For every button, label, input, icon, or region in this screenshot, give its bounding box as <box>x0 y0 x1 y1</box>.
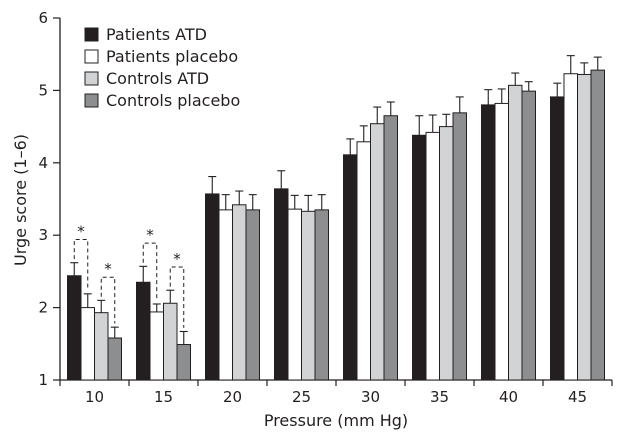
error-bars <box>70 55 602 345</box>
bar-patients-placebo-35 <box>425 131 440 381</box>
significance-asterisk: * <box>173 250 181 268</box>
bar-controls-atd-45 <box>577 73 592 381</box>
bar-patients-atd-10 <box>67 275 82 381</box>
bar-patients-placebo-45 <box>563 73 578 381</box>
significance-asterisk: * <box>104 260 112 278</box>
legend-label: Controls placebo <box>106 91 240 110</box>
legend-swatch-patients-atd <box>84 27 99 42</box>
bar-controls-atd-15 <box>163 302 178 381</box>
bar-controls-atd-35 <box>439 126 454 381</box>
bar-controls-atd-40 <box>508 84 523 381</box>
x-tick-label: 40 <box>499 388 518 406</box>
bar-controls-placebo-20 <box>245 209 260 381</box>
bar-patients-atd-20 <box>205 193 220 381</box>
bar-patients-atd-15 <box>136 281 151 381</box>
bar-patients-atd-35 <box>412 134 427 381</box>
y-tick-label: 3 <box>38 226 48 244</box>
y-axis-title: Urge score (1–6) <box>11 134 30 266</box>
bar-patients-atd-45 <box>550 96 565 381</box>
x-tick-label: 30 <box>361 388 380 406</box>
x-tick-label: 10 <box>85 388 104 406</box>
bars <box>67 69 605 381</box>
bar-controls-placebo-40 <box>521 90 536 381</box>
bar-patients-placebo-25 <box>287 208 302 381</box>
bar-patients-placebo-20 <box>218 209 233 381</box>
bar-controls-placebo-35 <box>452 112 467 381</box>
significance-bracket <box>100 276 116 324</box>
legend-swatch-controls-atd <box>84 71 99 86</box>
bar-patients-atd-25 <box>274 188 289 381</box>
legend-label: Controls ATD <box>106 69 209 88</box>
x-axis-title: Pressure (mm Hg) <box>264 411 408 430</box>
significance-bracket <box>73 239 89 291</box>
bar-controls-atd-30 <box>370 123 385 381</box>
y-tick-label: 6 <box>38 9 48 27</box>
bar-patients-placebo-15 <box>149 311 164 381</box>
x-tick-label: 20 <box>223 388 242 406</box>
significance-asterisk: * <box>146 226 154 244</box>
y-tick-label: 1 <box>38 371 48 389</box>
x-tick-label: 25 <box>292 388 311 406</box>
bar-patients-placebo-30 <box>356 141 371 381</box>
bar-controls-atd-10 <box>94 312 109 381</box>
y-tick-label: 5 <box>38 81 48 99</box>
x-tick-label: 15 <box>154 388 173 406</box>
significance-bracket <box>169 266 185 328</box>
significance-bracket <box>142 242 158 301</box>
bar-patients-placebo-40 <box>494 102 509 381</box>
significance-asterisk: * <box>77 223 85 241</box>
bar-controls-placebo-10 <box>107 337 122 381</box>
bar-patients-placebo-10 <box>80 307 95 381</box>
legend: Patients ATD Patients placebo Controls ATD… <box>84 25 240 110</box>
y-tick-label: 4 <box>38 154 48 172</box>
y-tick-label: 2 <box>38 299 48 317</box>
legend-label: Patients placebo <box>106 47 238 66</box>
bar-controls-atd-20 <box>232 204 247 381</box>
bar-controls-placebo-30 <box>383 115 398 381</box>
bar-patients-atd-30 <box>343 154 358 381</box>
bar-controls-placebo-15 <box>176 344 191 381</box>
legend-swatch-controls-placebo <box>84 93 99 108</box>
x-tick-label: 45 <box>568 388 587 406</box>
bar-controls-placebo-45 <box>590 69 605 381</box>
x-tick-label: 35 <box>430 388 449 406</box>
bar-patients-atd-40 <box>481 104 496 381</box>
bar-controls-atd-25 <box>301 210 316 381</box>
legend-swatch-patients-placebo <box>84 49 99 64</box>
legend-label: Patients ATD <box>106 25 207 44</box>
significance-markers: * * * * <box>73 223 185 328</box>
bar-controls-placebo-25 <box>314 209 329 381</box>
